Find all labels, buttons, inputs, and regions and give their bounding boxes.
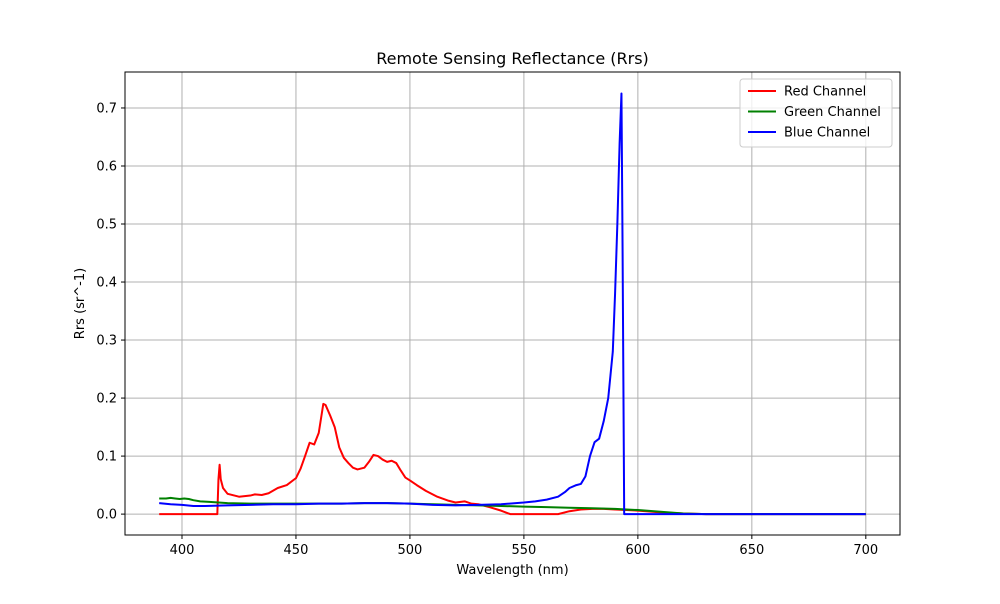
y-axis-ticks: 0.0 0.1 0.2 0.3 0.4 0.5 0.6 0.7 [96, 101, 125, 523]
y-tick-label: 0.0 [96, 508, 117, 523]
chart-title: Remote Sensing Reflectance (Rrs) [376, 49, 649, 68]
x-tick-label: 650 [739, 543, 764, 558]
y-tick-label: 0.7 [96, 101, 117, 116]
y-tick-label: 0.2 [96, 392, 117, 407]
x-axis-ticks: 400 450 500 550 600 650 700 [170, 535, 878, 558]
legend-box [739, 78, 893, 148]
x-tick-label: 400 [170, 543, 195, 558]
plot-area [125, 72, 900, 535]
series-layer [159, 92, 866, 516]
x-tick-label: 450 [284, 543, 309, 558]
y-tick-label: 0.4 [96, 276, 117, 291]
y-tick-label: 0.3 [96, 334, 117, 349]
y-tick-label: 0.6 [96, 159, 117, 174]
x-tick-label: 600 [625, 543, 650, 558]
x-axis-label: Wavelength (nm) [456, 563, 568, 578]
x-tick-label: 700 [853, 543, 878, 558]
x-tick-label: 500 [398, 543, 423, 558]
legend: Red Channel Green Channel Blue Channel [739, 78, 893, 148]
red-channel-line [159, 402, 866, 516]
x-tick-label: 550 [511, 543, 536, 558]
legend-label-blue-channel: Blue Channel [784, 126, 870, 141]
y-tick-label: 0.1 [96, 450, 117, 465]
y-tick-label: 0.5 [96, 218, 117, 233]
legend-label-red-channel: Red Channel [784, 85, 866, 100]
legend-label-green-channel: Green Channel [784, 105, 881, 120]
y-axis-label: Rrs (sr^-1) [73, 268, 88, 339]
plot-frame [124, 71, 901, 536]
blue-channel-line [159, 92, 866, 516]
